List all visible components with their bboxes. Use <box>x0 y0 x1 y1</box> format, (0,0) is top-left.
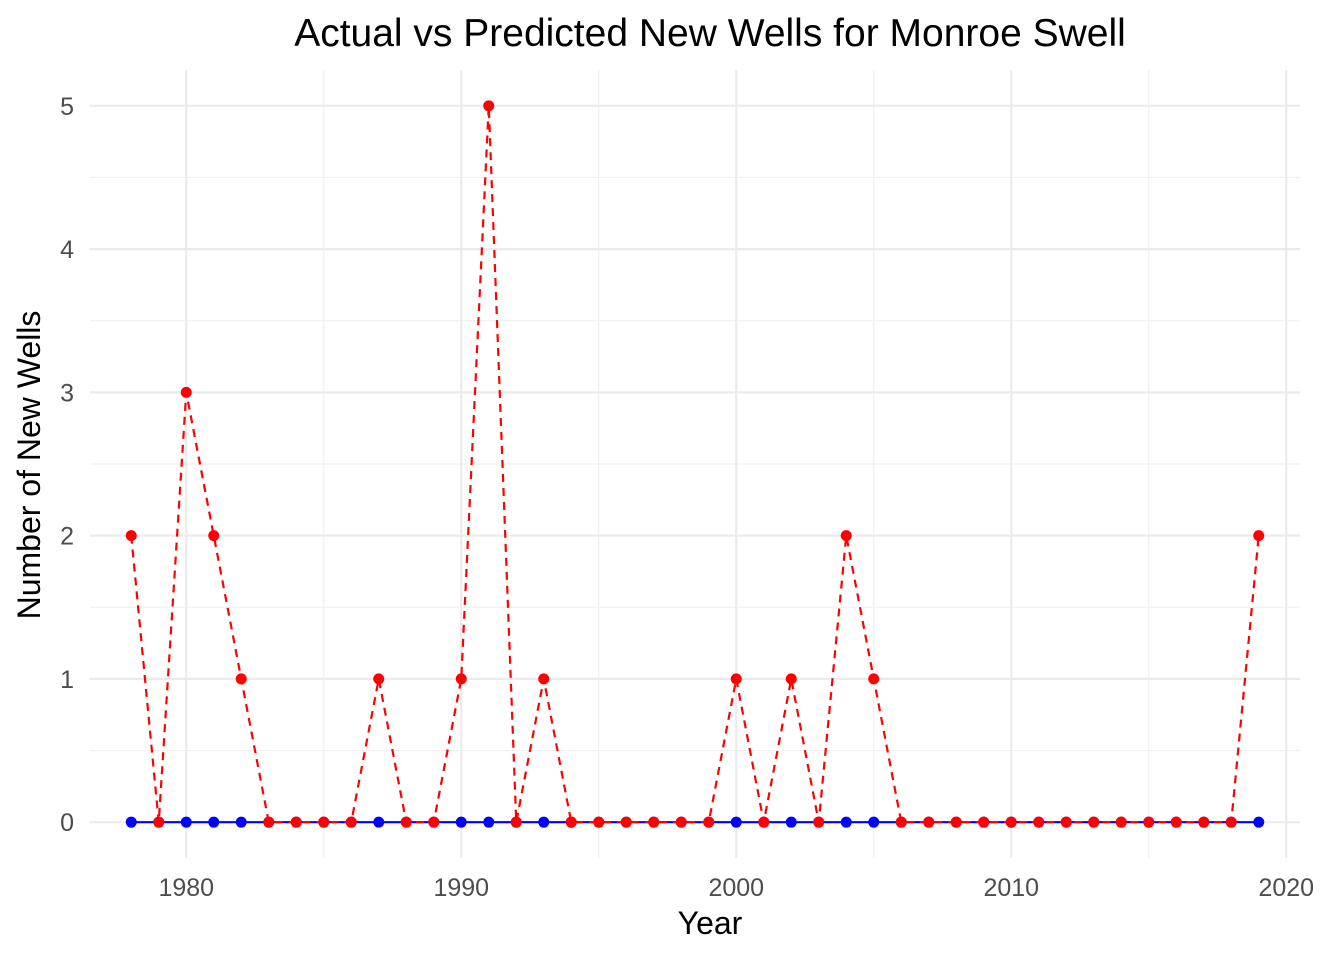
series-1-point-2001 <box>758 816 770 828</box>
series-0-point-1982 <box>235 816 247 828</box>
series-0-point-2002 <box>785 816 797 828</box>
x-tick-label-2020: 2020 <box>1258 874 1314 902</box>
x-tick-label-2000: 2000 <box>708 874 764 902</box>
y-axis-ticks: 0 1 2 3 4 5 <box>60 93 74 837</box>
series-1-point-2013 <box>1088 816 1100 828</box>
x-axis-title: Year <box>678 905 743 941</box>
x-tick-label-2010: 2010 <box>983 874 1039 902</box>
series-1-point-2008 <box>950 816 962 828</box>
series-1-point-2019 <box>1253 530 1265 542</box>
series-1-point-2017 <box>1198 816 1210 828</box>
series-1-point-1978 <box>125 530 137 542</box>
series-1-point-1983 <box>263 816 275 828</box>
series-0-point-1987 <box>373 816 385 828</box>
series-0-point-2019 <box>1253 816 1265 828</box>
series-1-point-2018 <box>1225 816 1237 828</box>
series-0-point-1991 <box>483 816 495 828</box>
series-1-point-1994 <box>565 816 577 828</box>
series-1-point-1982 <box>235 673 247 685</box>
series-1-point-1996 <box>620 816 632 828</box>
y-tick-label-3: 3 <box>60 379 74 407</box>
series-0-point-1978 <box>125 816 137 828</box>
series-1-point-1992 <box>510 816 522 828</box>
series-0-point-1981 <box>208 816 220 828</box>
y-tick-label-1: 1 <box>60 666 74 694</box>
chart-title: Actual vs Predicted New Wells for Monroe… <box>294 12 1126 55</box>
series-1-point-1985 <box>318 816 330 828</box>
series-1-point-1981 <box>208 530 220 542</box>
series-1-point-1991 <box>483 100 495 112</box>
series-1-point-1984 <box>290 816 302 828</box>
series-1-point-1995 <box>593 816 605 828</box>
series-0-point-1980 <box>180 816 192 828</box>
series-1-point-1988 <box>400 816 412 828</box>
series-0-point-2005 <box>868 816 880 828</box>
series-1-point-1989 <box>428 816 440 828</box>
series-0-point-1993 <box>538 816 550 828</box>
series-1-point-2006 <box>895 816 907 828</box>
y-tick-label-4: 4 <box>60 236 74 264</box>
series-1-point-2011 <box>1033 816 1045 828</box>
y-tick-label-2: 2 <box>60 523 74 551</box>
series-1-point-1998 <box>675 816 687 828</box>
series-0-point-2004 <box>840 816 852 828</box>
series-1-point-2009 <box>978 816 990 828</box>
series-layer <box>125 100 1265 828</box>
series-1-point-2015 <box>1143 816 1155 828</box>
series-1-point-1986 <box>345 816 357 828</box>
series-1-point-1999 <box>703 816 715 828</box>
series-1-point-1987 <box>373 673 385 685</box>
series-1-point-2000 <box>730 673 742 685</box>
x-tick-label-1980: 1980 <box>158 874 214 902</box>
series-1-point-2016 <box>1170 816 1182 828</box>
series-1-point-2014 <box>1115 816 1127 828</box>
series-1-point-2007 <box>923 816 935 828</box>
series-1-point-2002 <box>785 673 797 685</box>
y-tick-label-5: 5 <box>60 93 74 121</box>
series-0-point-2000 <box>730 816 742 828</box>
series-1-point-2012 <box>1060 816 1072 828</box>
series-1-point-2004 <box>840 530 852 542</box>
series-1-point-2005 <box>868 673 880 685</box>
x-tick-label-1990: 1990 <box>433 874 489 902</box>
y-axis-title: Number of New Wells <box>11 311 47 620</box>
series-1-point-1980 <box>180 386 192 398</box>
series-1-point-1990 <box>455 673 467 685</box>
series-1-point-2003 <box>813 816 825 828</box>
x-axis-ticks: 1980 1990 2000 2010 2020 <box>158 874 1314 902</box>
series-1-point-1997 <box>648 816 660 828</box>
series-1-point-1993 <box>538 673 550 685</box>
series-1-point-2010 <box>1005 816 1017 828</box>
minor-gridlines <box>90 70 1300 858</box>
series-1-point-1979 <box>153 816 165 828</box>
y-tick-label-0: 0 <box>60 809 74 837</box>
major-gridlines <box>90 70 1300 858</box>
series-0-point-1990 <box>455 816 467 828</box>
